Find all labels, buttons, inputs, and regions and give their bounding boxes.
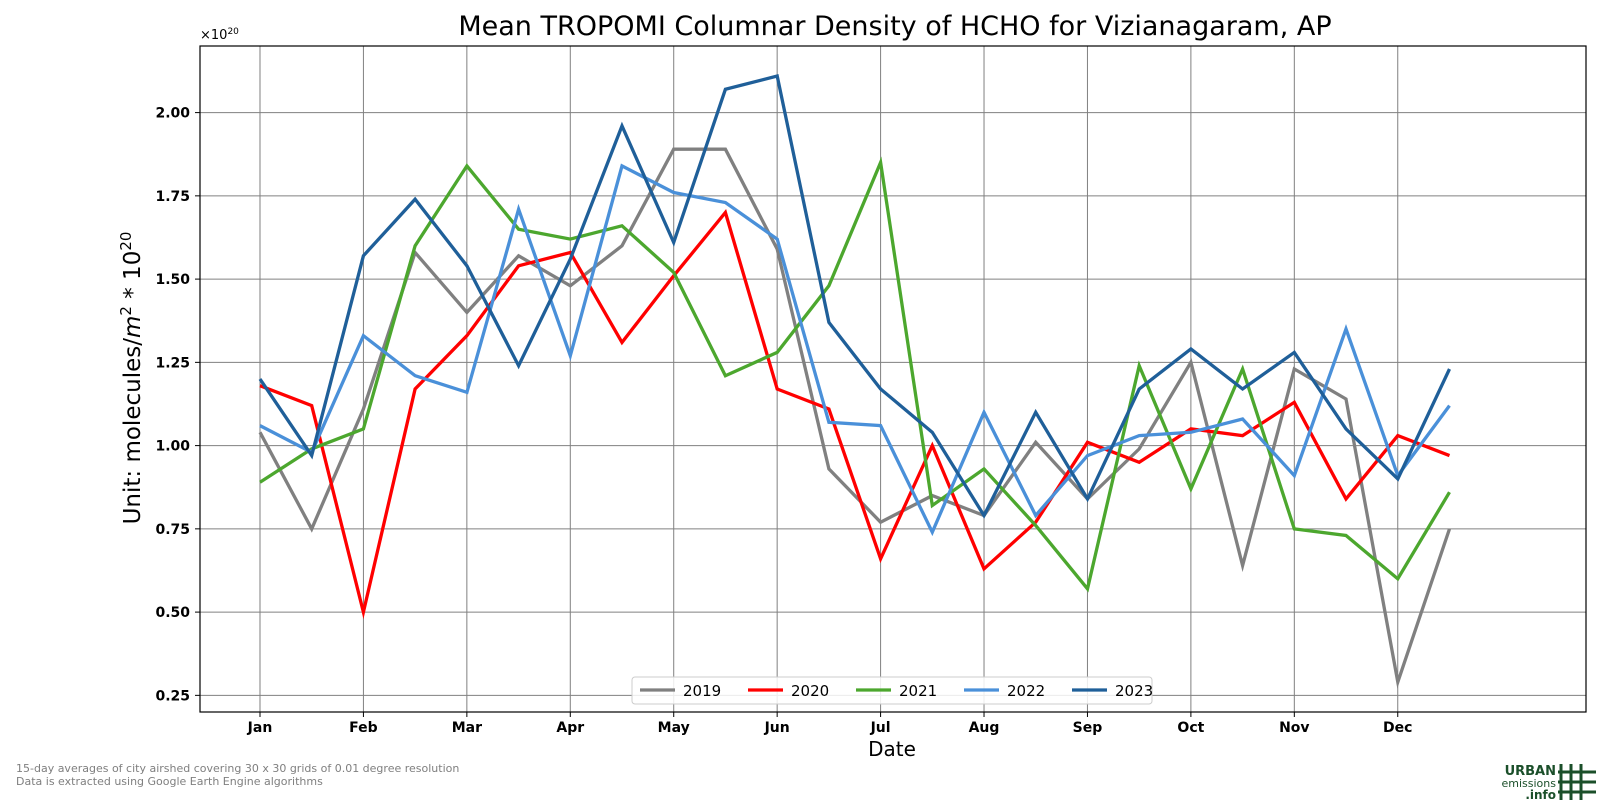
series-line-2019 xyxy=(258,147,1452,689)
x-tick-label: Oct xyxy=(1177,720,1204,736)
grid-lines xyxy=(200,46,1586,712)
x-tick-label: Nov xyxy=(1279,720,1309,736)
y-tick-label: 0.50 xyxy=(155,605,190,621)
chart-title: Mean TROPOMI Columnar Density of HCHO fo… xyxy=(458,11,1331,42)
legend-label-2022: 2022 xyxy=(1007,682,1045,700)
series-line-2020 xyxy=(259,209,1451,620)
y-tick-label: 0.25 xyxy=(155,688,190,704)
x-tick-label: Apr xyxy=(556,720,584,736)
x-tick-label: Jul xyxy=(870,720,891,736)
x-tick-label: May xyxy=(658,720,690,736)
x-tick-label: Aug xyxy=(969,720,1000,736)
legend-label-2020: 2020 xyxy=(791,682,829,700)
y-tick-label: 1.25 xyxy=(155,355,190,371)
x-tick-label: Feb xyxy=(349,720,378,736)
legend: 2019 2020 2021 2022 2023 xyxy=(631,676,1153,705)
data-series xyxy=(258,73,1452,689)
y-tick-label: 1.00 xyxy=(155,439,190,455)
axis-ticks: 0.25 0.50 0.75 1.00 1.25 1.50 1.75 2.00 Jan Feb Ma… xyxy=(155,106,1412,736)
x-tick-label: Jan xyxy=(247,720,273,736)
legend-box xyxy=(631,676,1153,705)
x-tick-label: Sep xyxy=(1073,720,1103,736)
logo-text-emissions: emissions xyxy=(1502,777,1557,790)
series-line-2021 xyxy=(259,156,1451,593)
x-tick-label: Jun xyxy=(764,720,790,736)
x-tick-label: Mar xyxy=(452,720,482,736)
y-offset-label: ×1020 xyxy=(200,27,239,43)
urbanemissions-logo: URBAN emissions .info xyxy=(1502,764,1596,800)
legend-label-2019: 2019 xyxy=(683,682,721,700)
legend-label-2023: 2023 xyxy=(1115,682,1153,700)
x-axis-label: Date xyxy=(868,737,916,761)
y-tick-label: 1.50 xyxy=(155,272,190,288)
legend-label-2021: 2021 xyxy=(899,682,937,700)
logo-grid-icon xyxy=(1558,764,1596,800)
footnote-line-1: 15-day averages of city airshed covering… xyxy=(16,762,459,775)
y-tick-label: 1.75 xyxy=(155,189,190,205)
y-axis-label: Unit: molecules/m2 * 1020 xyxy=(117,232,146,525)
series-line-2023 xyxy=(258,73,1451,519)
plot-frame xyxy=(199,45,1587,713)
y-tick-label: 0.75 xyxy=(155,522,190,538)
logo-text-urban: URBAN xyxy=(1505,764,1556,779)
logo-text-info: .info xyxy=(1525,788,1556,800)
footnote-line-2: Data is extracted using Google Earth Eng… xyxy=(16,775,323,788)
x-tick-label: Dec xyxy=(1383,720,1412,736)
series-line-2022 xyxy=(259,163,1451,537)
y-tick-label: 2.00 xyxy=(155,106,190,122)
